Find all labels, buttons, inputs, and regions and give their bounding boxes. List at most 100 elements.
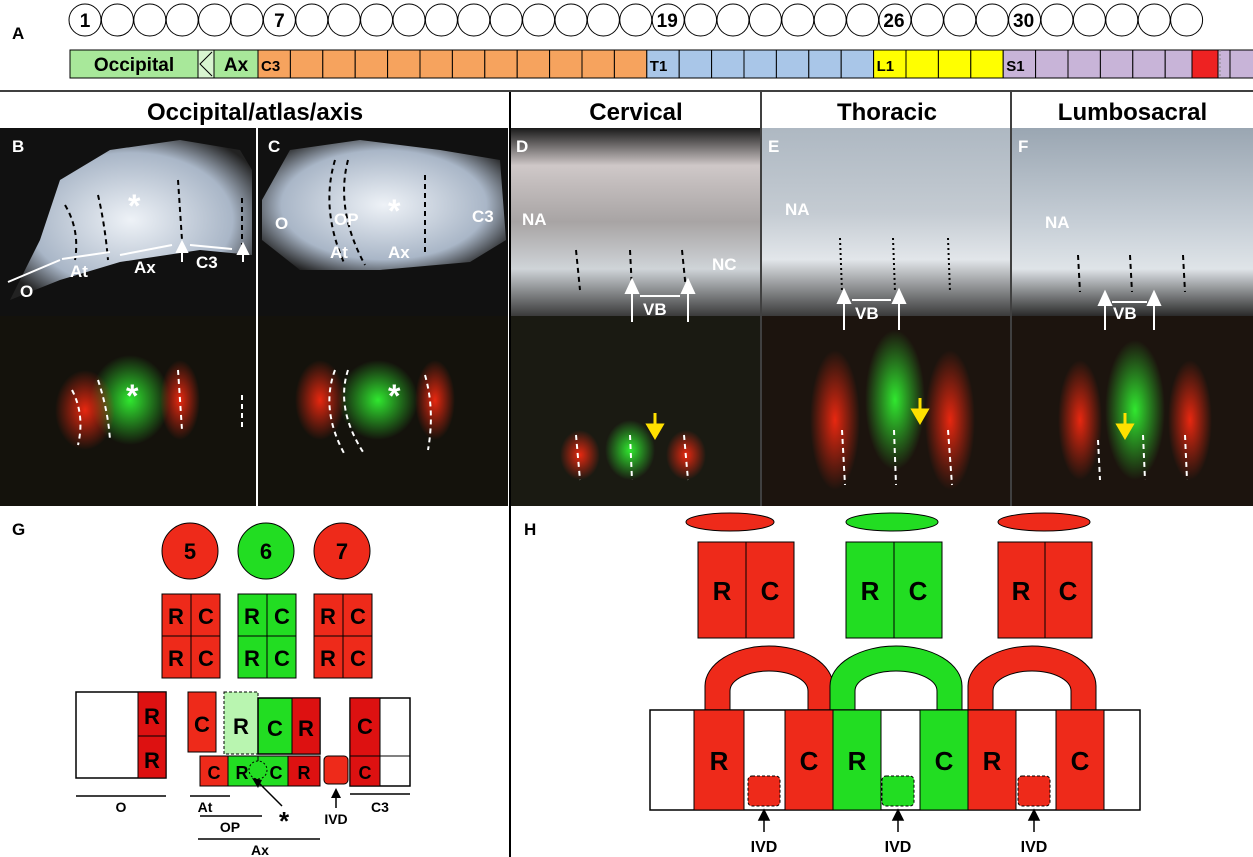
panel-label-g: G (12, 520, 26, 539)
g-label-ivd: IVD (324, 811, 347, 827)
somite-circle (943, 3, 977, 37)
c-star: * (388, 193, 401, 229)
thoracic-vertebra (743, 49, 777, 79)
c-label-c3: C3 (472, 207, 494, 226)
h-r-label: R (861, 576, 880, 606)
g-r-label: R (168, 604, 184, 629)
thoracic-label: T1 (650, 58, 668, 75)
somite-7-label: 7 (336, 539, 348, 564)
cervical-vertebra (516, 49, 551, 79)
lumbar-vertebra (970, 49, 1004, 79)
somite-circle (198, 3, 232, 37)
b-label-c3: C3 (196, 253, 218, 272)
cervical-vertebra (419, 49, 453, 79)
h-r-label: R (1012, 576, 1031, 606)
section-title-occipital: Occipital/atlas/axis (146, 99, 364, 126)
g-label-c3: C3 (371, 799, 389, 815)
section-title-cervical: Cervical (589, 99, 683, 126)
somite-number-30: 30 (1013, 11, 1034, 32)
somite-number-19: 19 (657, 11, 678, 32)
h-c-label: C (1071, 746, 1090, 776)
sacral-vertebra (1099, 49, 1134, 79)
axis-label: Ax (224, 55, 249, 76)
b-label-ax: Ax (134, 258, 156, 277)
g-label-at: At (198, 799, 213, 815)
cervical-vertebra (613, 49, 648, 79)
g-label-ax: Ax (251, 842, 269, 857)
vertebral-bar: Occipital Ax C3 T1 L1 S1 (69, 49, 1253, 79)
sacral-vertebra (1002, 49, 1037, 79)
occipital-label: Occipital (94, 55, 174, 76)
axis-block (213, 49, 259, 79)
sacral-vertebra (1132, 49, 1166, 79)
somite-circle (554, 3, 588, 37)
cervical-label: C3 (261, 58, 280, 75)
f-label-vb: VB (1113, 304, 1137, 323)
d-label-nc: NC (712, 255, 737, 274)
somite-circle (522, 3, 556, 37)
g-c-label: C (350, 604, 366, 629)
g-c-label: C (359, 763, 372, 783)
panel-a-somite-diagram: 1 7 19 26 30 Occipital Ax C3 T1 L1 S1 (68, 3, 1253, 79)
c-label-at: At (330, 243, 348, 262)
cervical-vertebra (289, 49, 324, 79)
b-label-at: At (70, 262, 88, 281)
thoracic-vertebra (678, 49, 713, 79)
g-c-label: C (194, 712, 210, 737)
somite-circle (1105, 3, 1139, 37)
panel-label-c: C (268, 137, 281, 156)
cervical-vertebra (387, 49, 421, 79)
g-r-label: R (320, 646, 336, 671)
panel-label-b: B (12, 137, 25, 156)
g-r-label: R (320, 604, 336, 629)
c-label-o: O (275, 214, 289, 233)
somite-6-label: 6 (260, 539, 272, 564)
g-r-label: R (168, 646, 184, 671)
somite-circle (748, 3, 782, 37)
thoracic-vertebra (775, 49, 810, 79)
g-r-label: R (144, 748, 160, 773)
d-label-na: NA (522, 210, 547, 229)
cervical-vertebra (354, 49, 389, 79)
sacral-label: S1 (1006, 58, 1024, 75)
g-c-label: C (198, 604, 214, 629)
cervical-vertebra (484, 49, 518, 79)
somite-6 (237, 522, 295, 580)
thoracic-vertebra (808, 49, 842, 79)
c-label-op: OP (334, 210, 359, 229)
e-label-vb: VB (855, 304, 879, 323)
cervical-vertebra (322, 49, 356, 79)
somite-circle (489, 3, 523, 37)
lumbar-label: L1 (877, 58, 895, 75)
somite-circle (424, 3, 458, 37)
g-r-label: R (144, 704, 160, 729)
panel-label-a: A (12, 24, 25, 43)
somite-circle (619, 3, 653, 37)
b-star: * (128, 188, 141, 224)
h-ivd-label: IVD (751, 839, 778, 856)
g-c-label: C (198, 646, 214, 671)
h-c-label: C (909, 576, 928, 606)
tail-block (1191, 49, 1219, 79)
somite-circle (716, 3, 750, 37)
lumbar-vertebra (873, 49, 907, 79)
g-r-label: R (298, 763, 311, 783)
somite-circle (1072, 3, 1106, 37)
panel-label-h: H (524, 520, 537, 539)
somite-circle (975, 3, 1009, 37)
h-c-label: C (935, 746, 954, 776)
somite-number-1: 1 (80, 11, 91, 32)
cervical-vertebra (451, 49, 486, 79)
somite-circle (100, 3, 134, 37)
g-label-op: OP (220, 819, 240, 835)
occipital-block (69, 49, 199, 79)
somite-circle (1040, 3, 1074, 37)
somite-circle (910, 3, 944, 37)
somite-5 (161, 522, 219, 580)
h-c-label: C (800, 746, 819, 776)
sacral-vertebra (1035, 49, 1069, 79)
lumbar-vertebra (905, 49, 939, 79)
g-r-label: R (233, 714, 249, 739)
cervical-vertebra (257, 49, 291, 79)
c-label-ax: Ax (388, 243, 410, 262)
